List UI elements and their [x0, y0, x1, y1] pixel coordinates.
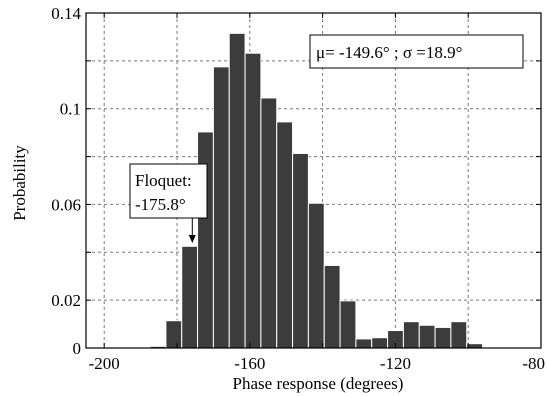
x-tick-label: -200	[89, 354, 120, 373]
histogram-bar	[276, 121, 294, 349]
floquet-annotation-line1: Floquet:	[135, 171, 192, 190]
histogram-bar	[355, 338, 373, 349]
y-tick-label: 0.06	[51, 195, 81, 214]
histogram-bar	[228, 32, 246, 349]
stats-annotation-box	[309, 34, 524, 69]
y-tick-label: 0.14	[51, 4, 81, 23]
y-tick-label: 0.02	[51, 291, 81, 310]
histogram-bar	[292, 152, 309, 349]
y-axis-label: Probability	[10, 145, 29, 221]
floquet-annotation-line2: -175.8°	[135, 195, 186, 214]
histogram-bar	[466, 343, 484, 349]
histogram-bar	[418, 324, 436, 349]
floquet-annotation: Floquet: -175.8°	[129, 163, 208, 243]
histogram-bar	[371, 337, 389, 349]
plot-frame	[85, 12, 542, 349]
y-tick-labels: 0 0.02 0.06 0.1 0.14	[51, 4, 81, 358]
floquet-arrow-head	[188, 235, 196, 243]
y-tick-label: 0.1	[60, 100, 81, 119]
x-tick-labels: -200 -160 -120 -80	[89, 354, 545, 373]
stats-annotation: μ= -149.6° ; σ =18.9°	[309, 34, 524, 69]
histogram-bar	[244, 52, 262, 349]
histogram-bar	[434, 326, 452, 349]
histogram-bar	[212, 66, 230, 349]
histogram-bar	[165, 320, 183, 349]
histogram-bars	[149, 32, 484, 349]
x-tick-label: -120	[380, 354, 411, 373]
x-tick-label: -160	[234, 354, 265, 373]
floquet-annotation-box	[129, 163, 208, 219]
histogram-bar	[307, 202, 325, 349]
stats-annotation-text: μ= -149.6° ; σ =18.9°	[316, 43, 462, 62]
y-tick-label: 0	[73, 339, 82, 358]
histogram-bar	[402, 321, 420, 349]
histogram-bar	[450, 321, 468, 349]
x-axis-label: Phase response (degrees)	[233, 374, 404, 393]
histogram-bar	[323, 264, 341, 349]
histogram-bar	[181, 245, 199, 349]
axis-ticks	[86, 12, 542, 349]
histogram-bar	[339, 300, 357, 349]
histogram-bar	[260, 97, 278, 349]
x-tick-label: -80	[522, 354, 545, 373]
